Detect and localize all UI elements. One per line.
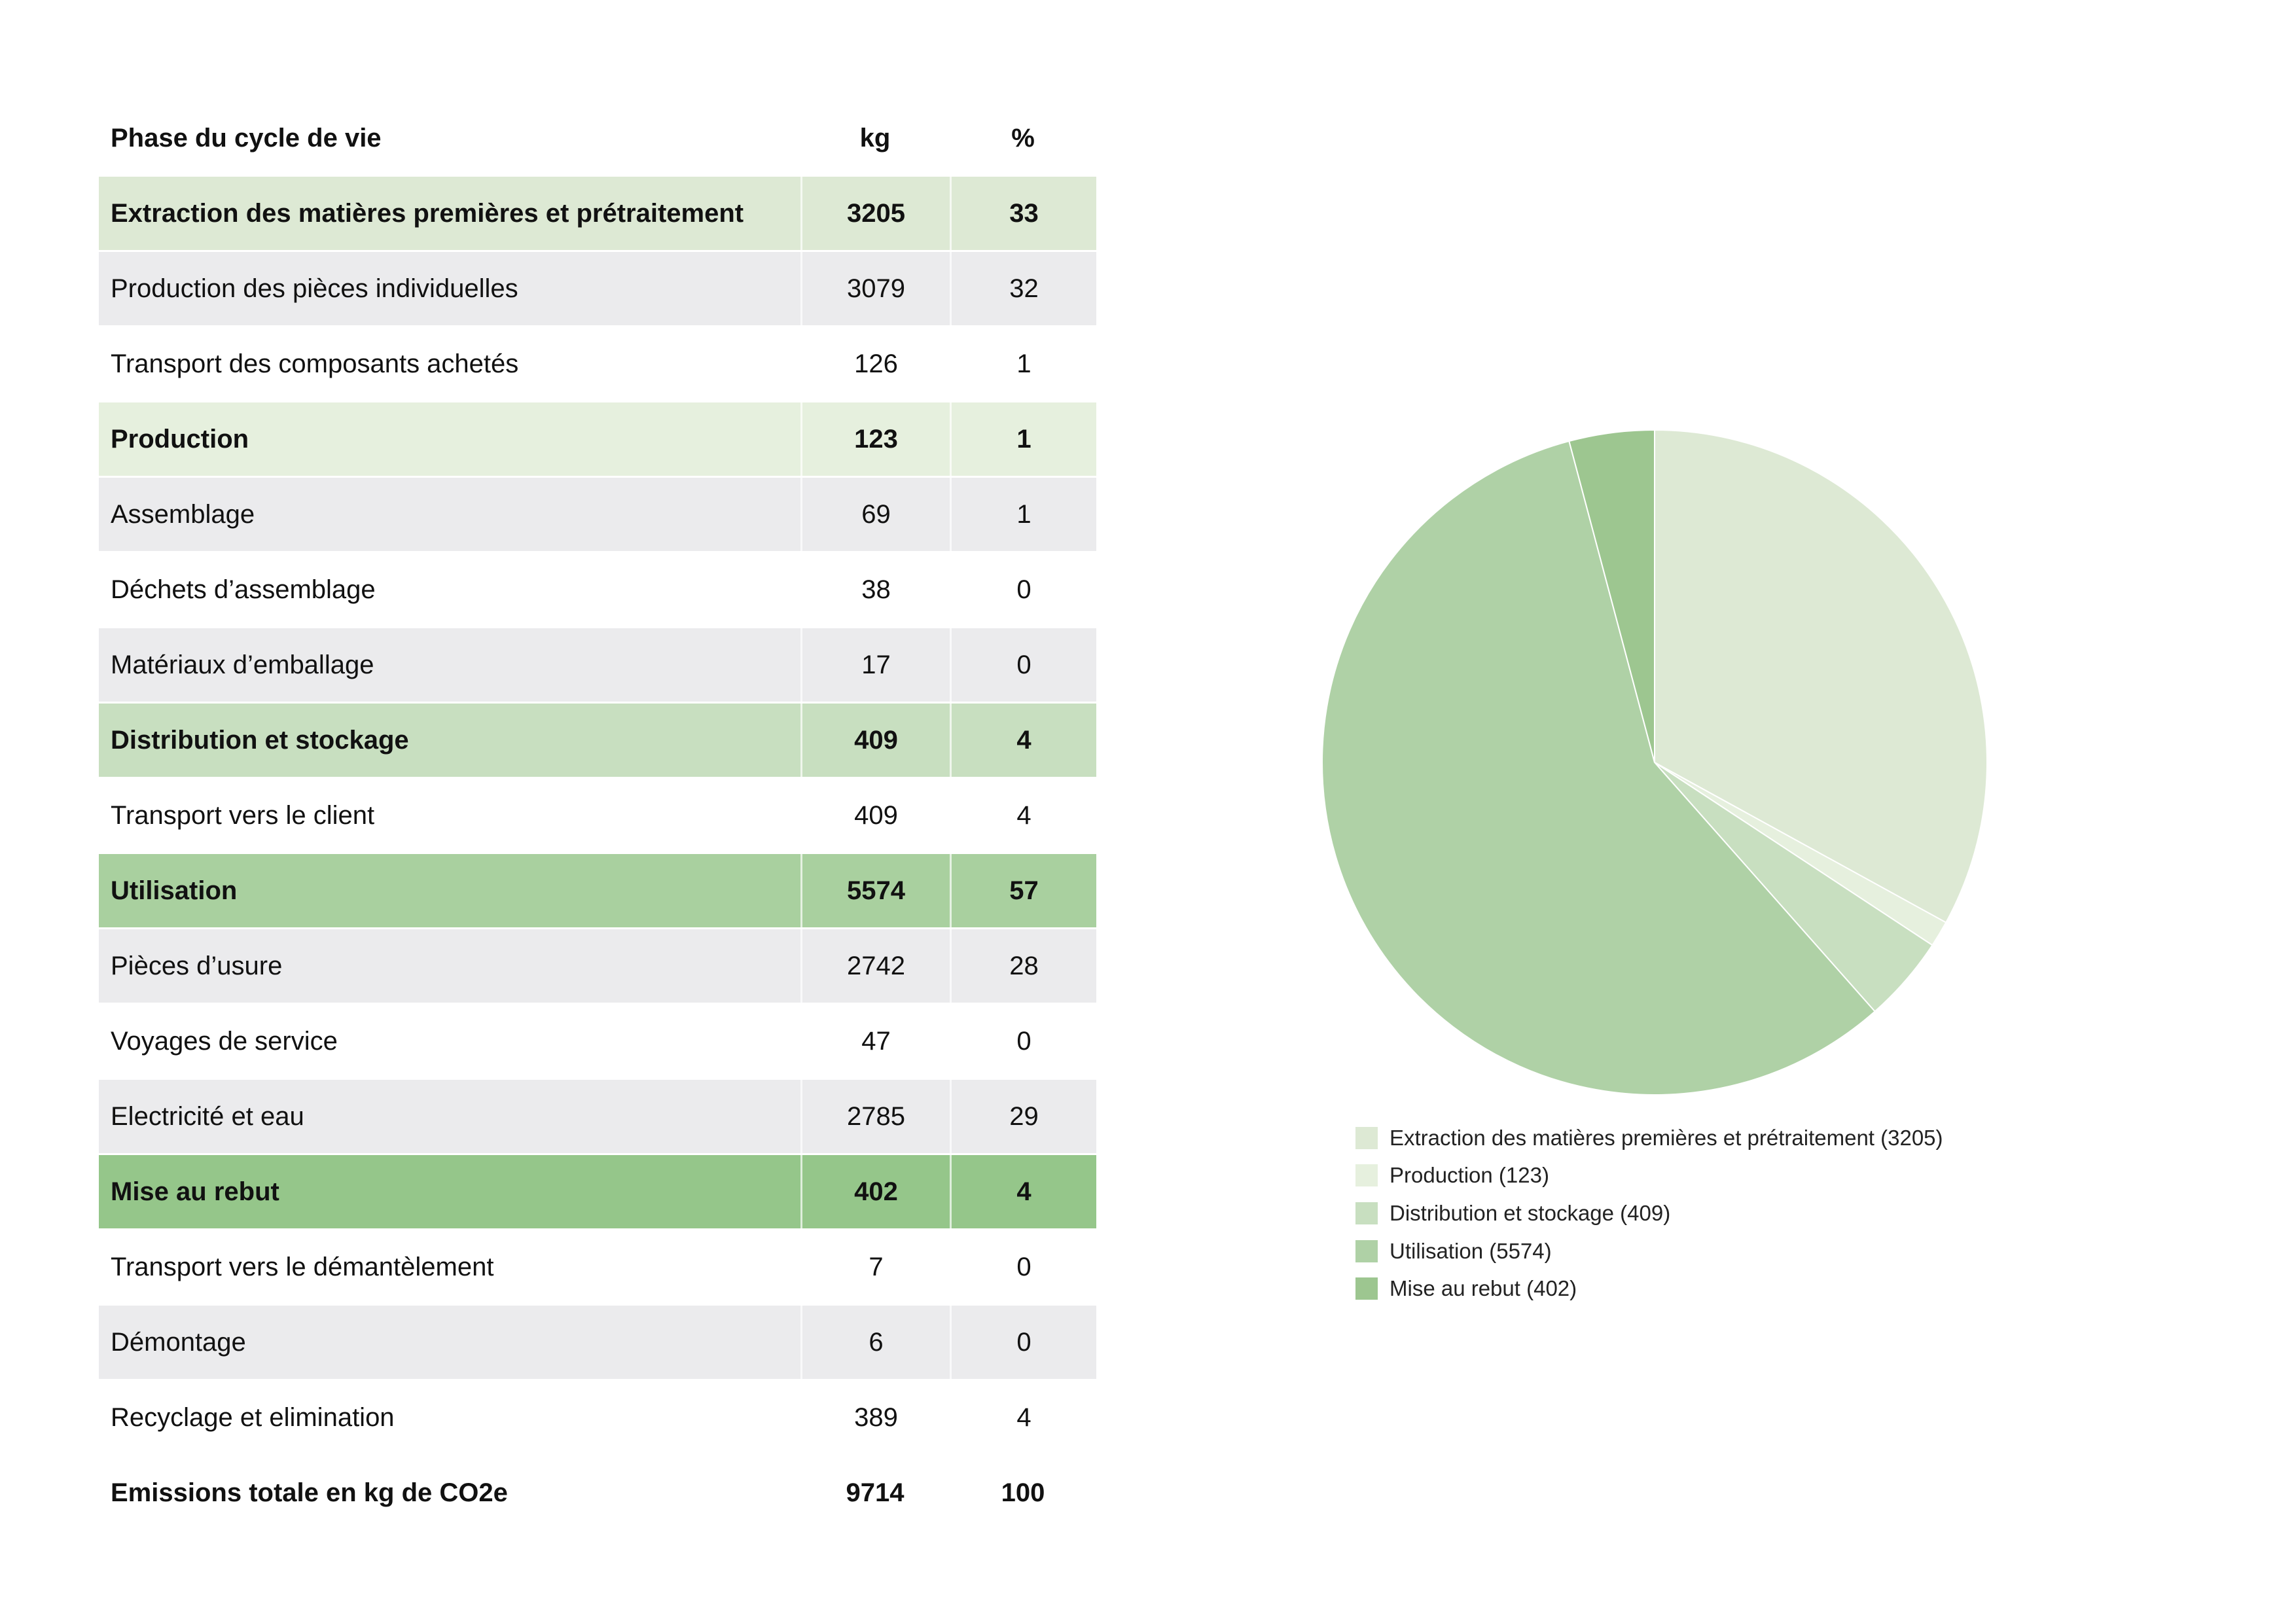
table-row: Pièces d’usure 2742 28	[99, 929, 1096, 1005]
row-pct: 0	[950, 628, 1096, 702]
row-label: Démontage	[111, 1327, 246, 1357]
row-label: Transport vers le démantèlement	[111, 1252, 494, 1281]
row-label: Utilisation	[111, 876, 238, 905]
row-kg: 38	[800, 553, 950, 626]
row-label: Matériaux d’emballage	[111, 650, 374, 679]
row-kg: 3079	[800, 252, 950, 325]
legend-item: Utilisation (5574)	[1355, 1232, 1943, 1270]
table-row: Production des pièces individuelles 3079 3…	[99, 252, 1096, 327]
total-kg: 9714	[846, 1478, 905, 1507]
row-kg: 402	[800, 1155, 950, 1228]
legend-label: Production (123)	[1390, 1163, 1549, 1188]
row-label: Assemblage	[111, 499, 255, 529]
row-label: Extraction des matières premières et pré…	[111, 198, 744, 228]
row-label: Distribution et stockage	[111, 725, 409, 755]
row-kg: 409	[800, 704, 950, 777]
table-row: Transport des composants achetés 126 1	[99, 327, 1096, 402]
table-row: Matériaux d’emballage 17 0	[99, 628, 1096, 704]
row-pct: 57	[950, 854, 1096, 927]
header-kg: kg	[859, 123, 891, 152]
table-phase-row: Extraction des matières premières et pré…	[99, 177, 1096, 252]
row-label: Voyages de service	[111, 1026, 338, 1056]
table-phase-row: Mise au rebut 402 4	[99, 1155, 1096, 1230]
table-row: Electricité et eau 2785 29	[99, 1080, 1096, 1155]
legend-label: Distribution et stockage (409)	[1390, 1200, 1671, 1225]
emissions-table: Phase du cycle de vie kg % Extraction de…	[99, 101, 1096, 1531]
row-pct: 28	[950, 929, 1096, 1003]
row-kg: 17	[800, 628, 950, 702]
row-pct: 0	[950, 553, 1096, 626]
legend-swatch	[1355, 1240, 1378, 1262]
row-kg: 409	[800, 779, 950, 852]
table-total-row: Emissions totale en kg de CO2e 9714 100	[99, 1456, 1096, 1531]
row-kg: 5574	[800, 854, 950, 927]
row-kg: 7	[800, 1230, 950, 1304]
legend-item: Production (123)	[1355, 1157, 1943, 1195]
legend-item: Distribution et stockage (409)	[1355, 1194, 1943, 1232]
row-pct: 0	[950, 1005, 1096, 1078]
table-row: Assemblage 69 1	[99, 478, 1096, 553]
row-pct: 0	[950, 1230, 1096, 1304]
table-row: Transport vers le démantèlement 7 0	[99, 1230, 1096, 1306]
legend-item: Extraction des matières premières et pré…	[1355, 1119, 1943, 1157]
row-label: Recyclage et elimination	[111, 1402, 395, 1432]
row-label: Transport des composants achetés	[111, 349, 519, 378]
legend-swatch	[1355, 1126, 1378, 1149]
row-label: Pièces d’usure	[111, 951, 283, 980]
table-row: Démontage 6 0	[99, 1306, 1096, 1381]
row-kg: 389	[800, 1381, 950, 1454]
row-kg: 69	[800, 478, 950, 551]
legend-label: Utilisation (5574)	[1390, 1238, 1552, 1263]
row-pct: 1	[950, 478, 1096, 551]
total-pct: 100	[1001, 1478, 1045, 1507]
header-pct: %	[1011, 123, 1035, 152]
legend-label: Mise au rebut (402)	[1390, 1276, 1577, 1301]
row-kg: 126	[800, 327, 950, 401]
row-kg: 2785	[800, 1080, 950, 1153]
table-row: Déchets d’assemblage 38 0	[99, 553, 1096, 628]
row-pct: 4	[950, 1381, 1096, 1454]
row-pct: 29	[950, 1080, 1096, 1153]
row-pct: 33	[950, 177, 1096, 250]
row-kg: 6	[800, 1306, 950, 1379]
row-pct: 1	[950, 327, 1096, 401]
pie-chart	[1321, 429, 1988, 1096]
table-phase-row: Production 123 1	[99, 402, 1096, 478]
legend-label: Extraction des matières premières et pré…	[1390, 1125, 1943, 1150]
row-pct: 4	[950, 1155, 1096, 1228]
header-phase: Phase du cycle de vie	[111, 123, 382, 152]
table-phase-row: Distribution et stockage 409 4	[99, 704, 1096, 779]
row-label: Production des pièces individuelles	[111, 274, 518, 303]
row-label: Déchets d’assemblage	[111, 575, 376, 604]
pie-slice	[1568, 429, 1655, 763]
row-label: Electricité et eau	[111, 1101, 304, 1131]
pie-slice	[1321, 440, 1876, 1096]
table-row: Recyclage et elimination 389 4	[99, 1381, 1096, 1456]
table-header: Phase du cycle de vie kg %	[99, 101, 1096, 177]
row-kg: 2742	[800, 929, 950, 1003]
legend-swatch	[1355, 1202, 1378, 1224]
row-pct: 4	[950, 704, 1096, 777]
row-label: Production	[111, 424, 249, 454]
row-pct: 1	[950, 402, 1096, 476]
row-kg: 47	[800, 1005, 950, 1078]
table-row: Transport vers le client 409 4	[99, 779, 1096, 854]
legend-item: Mise au rebut (402)	[1355, 1270, 1943, 1308]
table-phase-row: Utilisation 5574 57	[99, 854, 1096, 929]
row-label: Transport vers le client	[111, 800, 375, 830]
row-pct: 32	[950, 252, 1096, 325]
table-row: Voyages de service 47 0	[99, 1005, 1096, 1080]
row-label: Mise au rebut	[111, 1177, 279, 1206]
row-kg: 3205	[800, 177, 950, 250]
row-kg: 123	[800, 402, 950, 476]
total-label: Emissions totale en kg de CO2e	[111, 1478, 508, 1507]
legend-swatch	[1355, 1164, 1378, 1187]
pie-legend: Extraction des matières premières et pré…	[1355, 1119, 1943, 1308]
row-pct: 4	[950, 779, 1096, 852]
row-pct: 0	[950, 1306, 1096, 1379]
legend-swatch	[1355, 1277, 1378, 1300]
pie-slice	[1654, 429, 1988, 924]
